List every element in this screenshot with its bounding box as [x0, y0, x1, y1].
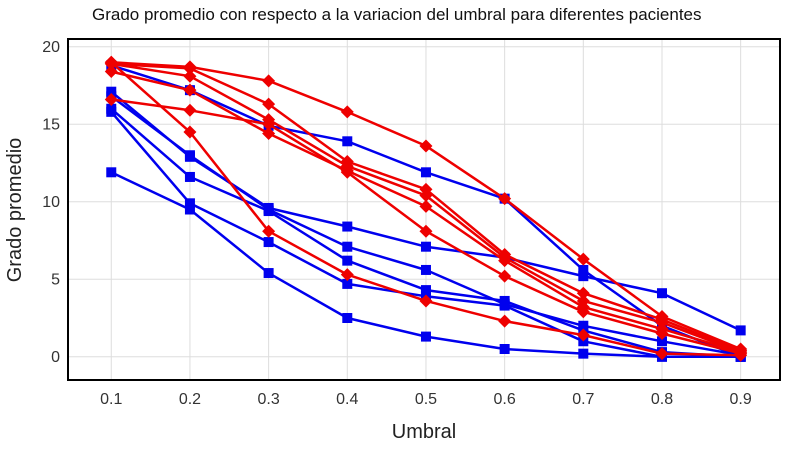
- data-point-square: [184, 204, 195, 215]
- data-point-diamond: [340, 105, 354, 119]
- data-point-diamond: [576, 252, 590, 266]
- y-tick-labels: 0 5 10 15 20: [42, 39, 60, 366]
- x-tick-label: 0.6: [494, 391, 516, 408]
- data-point-square: [499, 344, 510, 354]
- data-point-diamond: [104, 65, 118, 79]
- data-point-square: [656, 336, 667, 347]
- data-point-diamond: [262, 97, 276, 111]
- data-point-square: [342, 221, 353, 232]
- series-red-12: [104, 55, 748, 362]
- x-tick-labels: 0.1 0.2 0.3 0.4 0.5 0.6 0.7 0.8 0.9: [100, 391, 752, 408]
- data-point-square: [578, 271, 589, 282]
- data-point-diamond: [104, 55, 118, 69]
- data-point-square: [420, 167, 431, 178]
- data-point-diamond: [262, 117, 276, 131]
- data-point-diamond: [419, 199, 433, 213]
- data-point-square: [342, 241, 353, 252]
- data-point-square: [420, 264, 431, 275]
- data-point-square: [342, 255, 353, 266]
- y-tick-label: 20: [42, 39, 60, 56]
- data-point-diamond: [655, 327, 669, 340]
- y-tick-label: 0: [51, 349, 60, 366]
- series-red-11: [104, 92, 748, 361]
- y-tick-label: 5: [51, 271, 60, 288]
- data-point-square: [656, 288, 667, 299]
- x-tick-label: 0.9: [730, 391, 752, 408]
- data-point-square: [420, 285, 431, 296]
- data-point-diamond: [183, 83, 197, 97]
- x-tick-label: 0.2: [179, 391, 201, 408]
- y-tick-label: 10: [42, 194, 60, 211]
- data-point-diamond: [734, 348, 748, 362]
- data-point-diamond: [262, 74, 276, 88]
- data-point-diamond: [498, 192, 512, 206]
- plot-frame: [67, 38, 781, 381]
- data-point-square: [106, 167, 117, 178]
- series-red-10: [104, 65, 748, 359]
- chart-title: Grado promedio con respecto a la variaci…: [92, 5, 702, 24]
- data-point-square: [735, 325, 746, 336]
- data-point-diamond: [419, 294, 433, 308]
- x-tick-label: 0.4: [336, 391, 358, 408]
- data-point-diamond: [262, 127, 276, 141]
- data-point-diamond: [104, 92, 118, 106]
- data-point-diamond: [183, 61, 197, 75]
- data-point-diamond: [419, 189, 433, 203]
- data-point-diamond: [183, 125, 197, 139]
- data-point-diamond: [655, 347, 669, 361]
- data-point-square: [499, 300, 510, 311]
- data-point-diamond: [498, 314, 512, 328]
- data-point-square: [578, 348, 589, 359]
- data-point-diamond: [576, 286, 590, 300]
- y-tick-label: 15: [42, 116, 60, 133]
- data-point-square: [342, 313, 353, 323]
- data-point-square: [420, 241, 431, 252]
- data-point-square: [342, 278, 353, 289]
- series-layer: [104, 55, 748, 362]
- data-point-square: [184, 150, 195, 161]
- data-point-square: [263, 237, 274, 248]
- data-point-square: [263, 268, 274, 279]
- data-point-square: [342, 136, 353, 147]
- data-point-diamond: [498, 254, 512, 268]
- data-point-diamond: [340, 268, 354, 282]
- data-point-diamond: [498, 269, 512, 283]
- data-point-square: [184, 198, 195, 209]
- data-point-square: [578, 264, 589, 275]
- x-tick-label: 0.3: [257, 391, 279, 408]
- data-point-diamond: [262, 224, 276, 238]
- data-point-diamond: [576, 305, 590, 319]
- x-axis-title: Umbral: [392, 421, 456, 443]
- data-point-diamond: [183, 69, 197, 83]
- x-tick-label: 0.5: [415, 391, 437, 408]
- x-tick-label: 0.7: [572, 391, 594, 408]
- data-point-diamond: [419, 139, 433, 153]
- data-point-square: [184, 171, 195, 182]
- data-point-diamond: [340, 165, 354, 179]
- data-point-diamond: [419, 224, 433, 238]
- y-axis-title: Grado promedio: [4, 138, 26, 283]
- data-point-diamond: [183, 103, 197, 117]
- x-tick-label: 0.8: [651, 391, 673, 408]
- data-point-square: [263, 206, 274, 217]
- data-point-diamond: [576, 328, 590, 342]
- data-point-square: [106, 106, 117, 117]
- data-point-square: [420, 331, 431, 342]
- x-tick-label: 0.1: [100, 391, 122, 408]
